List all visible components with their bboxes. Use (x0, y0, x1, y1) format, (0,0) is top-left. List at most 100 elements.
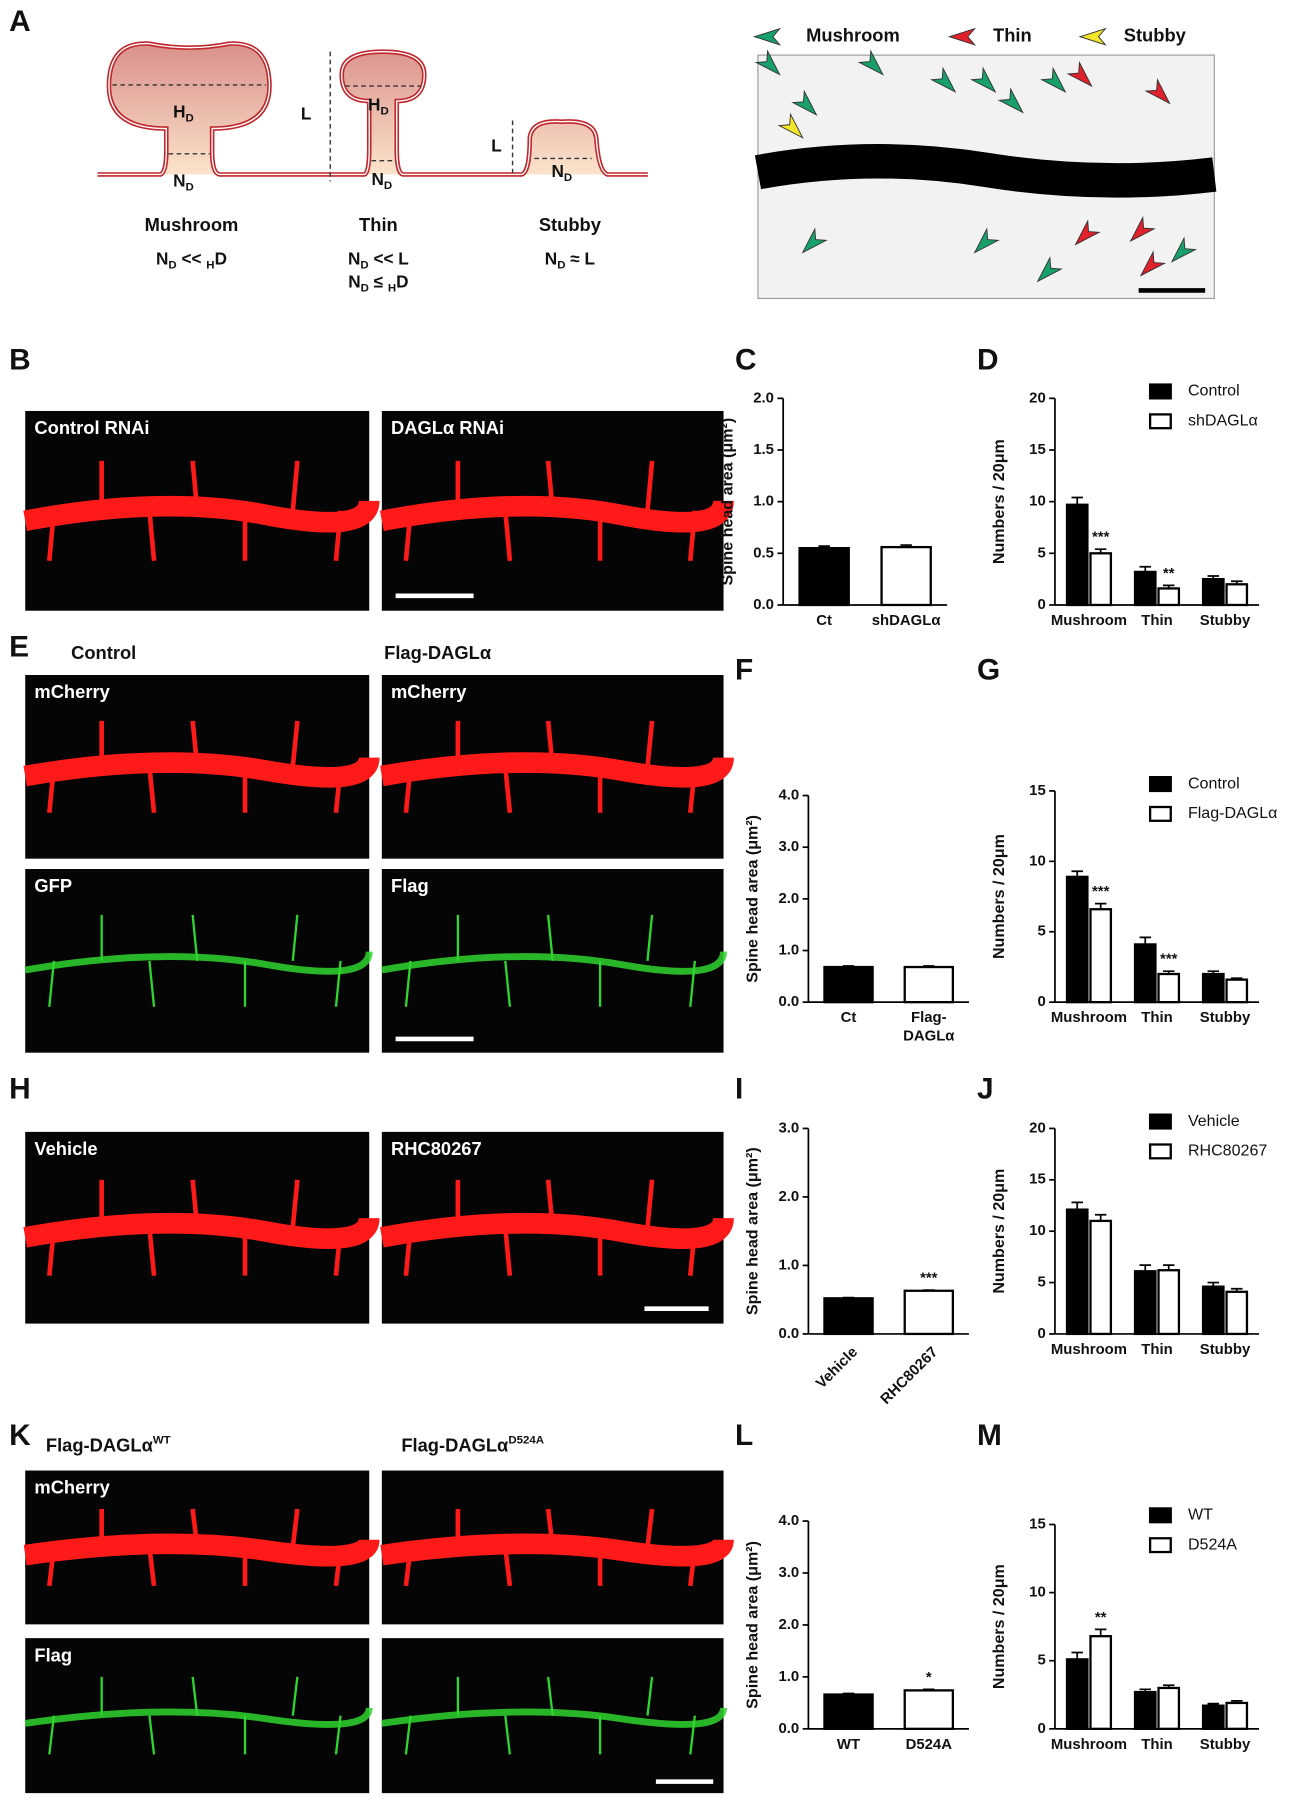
legend-label: WT (1188, 1506, 1213, 1524)
y-tick-label: 15 (1029, 1172, 1046, 1188)
measure-label: HD (368, 94, 389, 117)
y-tick-label: 0 (1037, 1721, 1045, 1737)
legend-label: Flag-DAGLα (1188, 804, 1277, 822)
spine (48, 1715, 56, 1755)
dendrite (379, 495, 734, 533)
legend-swatch (1148, 383, 1172, 400)
significance: ** (1095, 1610, 1107, 1626)
y-tick-label: 1.0 (753, 494, 774, 510)
panel-letter: K (9, 1419, 31, 1452)
spine (645, 1508, 655, 1548)
panel-letter: B (9, 343, 31, 376)
dendrite (379, 1212, 734, 1249)
y-tick-label: 15 (1029, 442, 1046, 458)
significance: *** (920, 1271, 938, 1287)
arrowhead (1036, 256, 1063, 283)
y-tick-label: 2.0 (779, 1189, 800, 1205)
spine (645, 460, 655, 512)
error-bar (1071, 496, 1083, 505)
y-tick-label: 1.0 (779, 1257, 800, 1273)
x-tick-label: Thin (1141, 1342, 1172, 1358)
legend-label: shDAGLα (1188, 412, 1258, 430)
y-axis-label: Spine head area (μm²) (744, 1541, 762, 1709)
spine (503, 766, 513, 813)
error-bar (1207, 575, 1220, 580)
image-label: RHC80267 (391, 1138, 482, 1159)
spine (546, 1676, 554, 1716)
x-tick-label: D524A (906, 1737, 953, 1753)
bar (1157, 1686, 1181, 1730)
dendrite (754, 144, 1217, 198)
legend-swatch (1148, 413, 1172, 430)
spine (333, 766, 343, 813)
x-tick-label: Stubby (1200, 1342, 1251, 1358)
bar (1065, 1658, 1089, 1730)
dendrite (23, 495, 380, 533)
column-heading: Flag-DAGLαD524A (401, 1434, 544, 1455)
bar (903, 1689, 955, 1730)
x-tick-label: WT (837, 1737, 860, 1753)
bar (1065, 503, 1089, 607)
subscript: H (206, 259, 214, 271)
y-tick-label: 3.0 (779, 1565, 800, 1581)
spine (147, 510, 157, 561)
spine (504, 1715, 512, 1755)
error-bar (923, 1688, 935, 1691)
arrowhead (777, 112, 804, 139)
y-tick-label: 10 (1029, 1223, 1046, 1239)
text-part: N (348, 248, 360, 268)
text-part: N (545, 248, 557, 268)
x-tick-label: Mushroom (1051, 613, 1127, 629)
spine (404, 1715, 412, 1755)
error-bar (842, 1296, 855, 1299)
y-axis-label: Numbers / 20μm (990, 834, 1008, 959)
arrowhead (970, 66, 997, 93)
y-tick-label: 0.0 (753, 597, 774, 613)
significance: *** (1092, 530, 1110, 546)
spine (504, 960, 512, 1007)
error-bar (923, 1289, 935, 1291)
text-part: << L (369, 248, 409, 268)
bar (1133, 570, 1157, 607)
y-tick-label: 3.0 (779, 839, 800, 855)
y-tick-label: 10 (1029, 1585, 1046, 1601)
subscript: D (564, 172, 572, 184)
spine (147, 1547, 157, 1587)
y-tick-label: 0.0 (779, 994, 800, 1010)
panel-letter: J (977, 1072, 994, 1105)
spine (290, 460, 300, 512)
text-part: N (156, 248, 168, 268)
y-tick-label: 0.5 (753, 545, 774, 561)
spine (404, 960, 412, 1007)
y-tick-label: 10 (1029, 853, 1046, 869)
spine-type: Stubby (539, 214, 602, 235)
bar (903, 1289, 955, 1336)
measure-label: L (301, 103, 311, 123)
bar (1089, 1219, 1113, 1336)
column-heading: Flag-DAGLα (384, 642, 492, 663)
spine-type: Mushroom (145, 214, 239, 235)
spine (147, 766, 157, 813)
error-bar (842, 965, 855, 968)
error-bar (1231, 977, 1243, 980)
spine-rule: ND << L (348, 248, 409, 271)
x-tick-label: Ct (841, 1010, 857, 1026)
spine (646, 914, 654, 961)
bar (1225, 1290, 1249, 1336)
subscript: D (557, 259, 565, 271)
subscript: H (388, 282, 396, 294)
error-bar (818, 545, 830, 549)
bar (1089, 908, 1113, 1004)
y-tick-label: 5 (1037, 1274, 1045, 1290)
measure-label: ND (371, 169, 392, 192)
image-label: mCherry (34, 681, 110, 702)
y-tick-label: 2.0 (779, 891, 800, 907)
error-bar (1231, 580, 1243, 585)
panel-letter: E (9, 630, 29, 663)
spine (403, 1547, 413, 1587)
y-tick-label: 1.0 (779, 942, 800, 958)
error-bar (1231, 1287, 1243, 1292)
significance: * (926, 1670, 932, 1686)
error-bar (1162, 1264, 1175, 1271)
